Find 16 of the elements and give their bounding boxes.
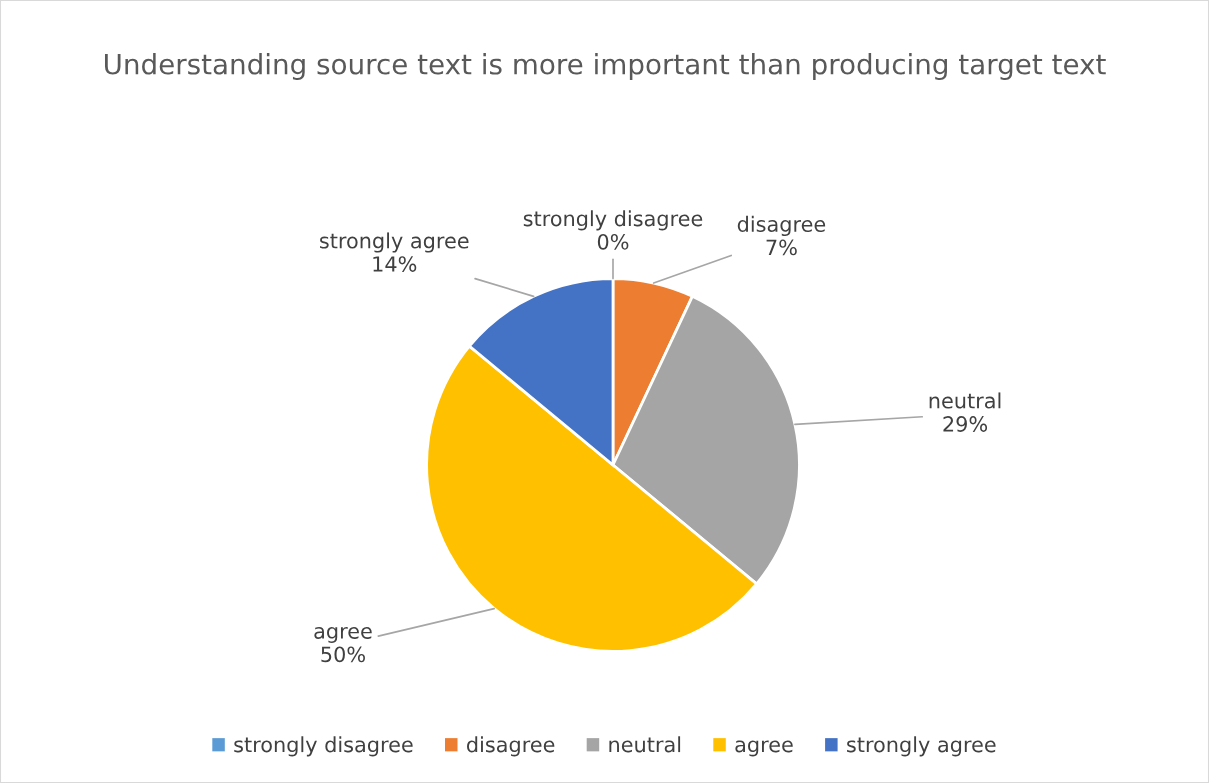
legend-label: neutral [609, 736, 681, 753]
slice-label: neutral [929, 392, 1001, 409]
data-label: 7% [766, 239, 797, 256]
legend-label: agree [735, 740, 793, 757]
data-label: 14% [373, 256, 417, 272]
category-label: strongly disagree [523, 210, 703, 231]
data-label: 29% [943, 416, 988, 432]
legend-label: strongly disagree [234, 736, 413, 757]
slice-label: disagree [737, 215, 826, 237]
legend-label: disagree [467, 736, 555, 757]
legend-label: strongly agree [847, 736, 996, 757]
text: 0% [597, 233, 629, 250]
slice-label: agree [314, 626, 372, 643]
data-label: 50% [321, 646, 365, 663]
chart-title: Understanding source text is more important than producing target text [105, 53, 1106, 80]
slice-label: strongly agree [320, 232, 469, 253]
